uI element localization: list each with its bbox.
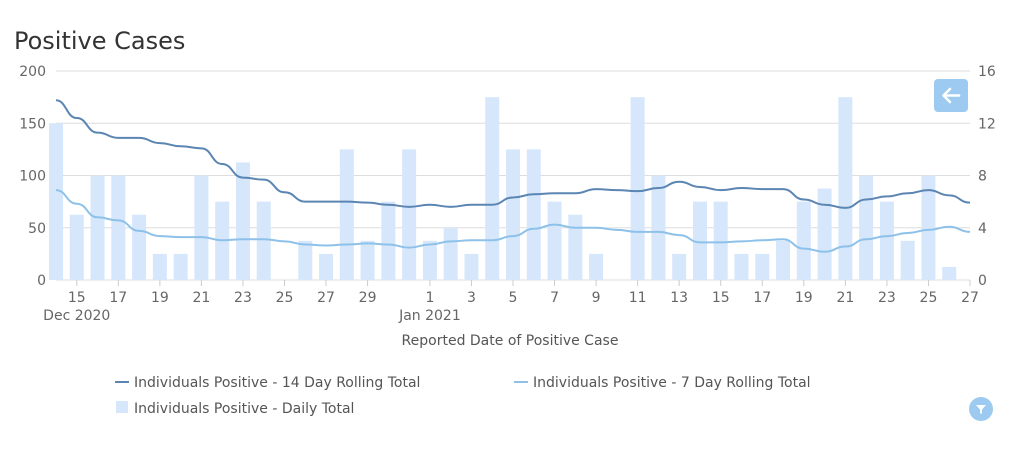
x-tick-label: 9 xyxy=(592,290,601,306)
daily-bar xyxy=(838,97,853,280)
x-tick-label: 1 xyxy=(425,290,434,306)
x-tick-label: 11 xyxy=(629,290,647,306)
daily-bar xyxy=(402,149,417,280)
x-group-label: Dec 2020 xyxy=(43,308,110,324)
daily-bar xyxy=(132,214,147,280)
x-tick-label: 25 xyxy=(920,290,938,306)
x-group-label: Jan 2021 xyxy=(398,308,461,324)
x-tick-label: 17 xyxy=(753,290,771,306)
daily-bar xyxy=(464,253,479,280)
daily-bar xyxy=(90,175,105,280)
daily-bar xyxy=(796,201,811,280)
x-tick-label: 23 xyxy=(234,290,252,306)
daily-bar xyxy=(547,201,562,280)
y-tick-right: 12 xyxy=(978,116,996,132)
daily-bar xyxy=(568,214,583,280)
x-tick-label: 19 xyxy=(795,290,813,306)
daily-bar xyxy=(651,175,666,280)
x-axis-title: Reported Date of Positive Case xyxy=(402,333,619,349)
legend-item-daily[interactable]: Individuals Positive - Daily Total xyxy=(116,401,354,417)
y-tick-left: 0 xyxy=(37,273,46,289)
legend-label-14-day: Individuals Positive - 14 Day Rolling To… xyxy=(134,375,420,391)
legend-label-7-day: Individuals Positive - 7 Day Rolling Tot… xyxy=(533,375,811,391)
x-tick-label: 5 xyxy=(509,290,518,306)
daily-bar xyxy=(152,253,167,280)
daily-bar xyxy=(339,149,354,280)
x-tick-label: 25 xyxy=(276,290,294,306)
line-14-day-rolling xyxy=(55,99,971,209)
x-tick-label: 3 xyxy=(467,290,476,306)
daily-bar xyxy=(443,227,458,280)
y-tick-left: 150 xyxy=(19,116,46,132)
daily-bar xyxy=(485,97,500,280)
daily-bar xyxy=(755,253,770,280)
x-tick-label: 21 xyxy=(836,290,854,306)
line-7-day-rolling xyxy=(55,189,971,253)
x-tick-label: 27 xyxy=(961,290,979,306)
daily-bar xyxy=(859,175,874,280)
legend-item-14-day[interactable]: Individuals Positive - 14 Day Rolling To… xyxy=(115,375,420,391)
legend: Individuals Positive - 14 Day Rolling To… xyxy=(115,375,811,417)
chart-title: Positive Cases xyxy=(14,27,186,55)
y-axis-left: 0 50 100 150 200 xyxy=(19,64,46,289)
daily-bar xyxy=(422,240,437,280)
filter-button[interactable] xyxy=(969,397,993,421)
daily-bar xyxy=(817,188,832,280)
x-tick-label: 23 xyxy=(878,290,896,306)
daily-bar xyxy=(111,175,126,280)
legend-label-daily: Individuals Positive - Daily Total xyxy=(134,401,354,417)
y-tick-left: 50 xyxy=(28,221,46,237)
x-tick-label: 13 xyxy=(670,290,688,306)
daily-bar xyxy=(921,175,936,280)
daily-bar xyxy=(256,201,271,280)
back-button[interactable] xyxy=(934,79,968,112)
daily-bar xyxy=(526,149,541,280)
daily-bar xyxy=(173,253,188,280)
daily-bar xyxy=(713,201,728,280)
daily-bar xyxy=(900,240,915,280)
x-axis: 15 17 19 21 23 25 27 29 1 3 5 7 9 11 13 15 17 19 21 23 25 27D… xyxy=(43,280,979,324)
daily-bar xyxy=(776,240,791,280)
x-tick-label: 15 xyxy=(712,290,730,306)
daily-bars xyxy=(49,97,957,280)
y-tick-right: 16 xyxy=(978,64,996,80)
arrow-left-icon xyxy=(942,87,961,104)
daily-bar xyxy=(692,201,707,280)
y-tick-left: 100 xyxy=(19,169,46,185)
daily-bar xyxy=(69,214,84,280)
daily-bar xyxy=(879,201,894,280)
rolling-lines xyxy=(55,99,971,253)
x-tick-label: 17 xyxy=(109,290,127,306)
x-tick-label: 15 xyxy=(68,290,86,306)
y-axis-right: 0 4 8 12 16 xyxy=(978,64,996,289)
x-tick-label: 19 xyxy=(151,290,169,306)
legend-swatch-daily xyxy=(116,401,128,413)
x-tick-label: 7 xyxy=(550,290,559,306)
daily-bar xyxy=(319,253,334,280)
y-tick-right: 4 xyxy=(978,221,987,237)
y-tick-left: 200 xyxy=(19,64,46,80)
daily-bar xyxy=(630,97,645,280)
daily-bar xyxy=(298,240,313,280)
daily-bar xyxy=(381,201,396,280)
daily-bar xyxy=(235,162,250,280)
daily-bar xyxy=(734,253,749,280)
y-tick-right: 8 xyxy=(978,169,987,185)
daily-bar xyxy=(360,240,375,280)
daily-bar xyxy=(49,123,63,280)
x-tick-label: 29 xyxy=(359,290,377,306)
legend-item-7-day[interactable]: Individuals Positive - 7 Day Rolling Tot… xyxy=(514,375,811,391)
filter-icon xyxy=(976,405,986,414)
daily-bar xyxy=(194,175,209,280)
daily-bar xyxy=(672,253,687,280)
y-tick-right: 0 xyxy=(978,273,987,289)
x-tick-label: 21 xyxy=(192,290,210,306)
daily-bar xyxy=(506,149,520,280)
daily-bar xyxy=(942,266,957,280)
x-tick-label: 27 xyxy=(317,290,335,306)
daily-bar xyxy=(589,253,604,280)
